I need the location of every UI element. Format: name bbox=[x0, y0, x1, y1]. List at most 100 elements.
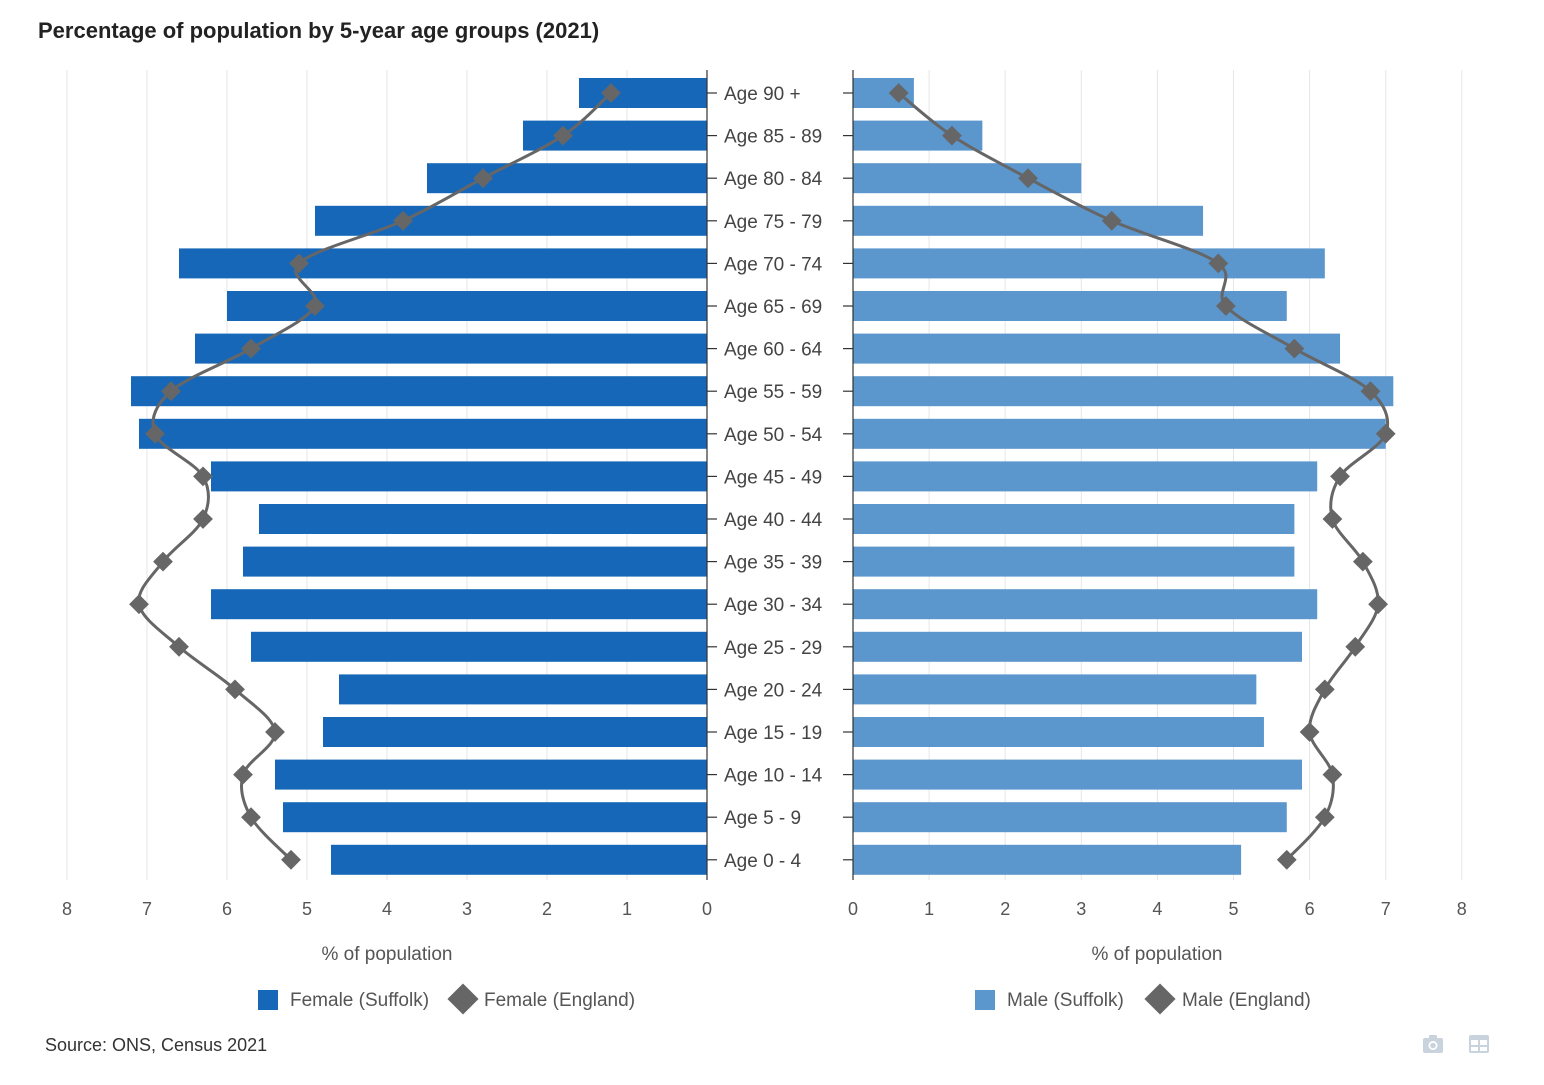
tick-label-left-3: 3 bbox=[462, 899, 472, 919]
tick-label-left-8: 8 bbox=[62, 899, 72, 919]
tick-label-left-5: 5 bbox=[302, 899, 312, 919]
female-england-marker bbox=[193, 509, 213, 529]
tick-label-right-0: 0 bbox=[848, 899, 858, 919]
female-england-marker bbox=[393, 210, 413, 231]
female-england-marker bbox=[193, 466, 213, 487]
male-england-marker bbox=[1284, 338, 1305, 359]
tick-label-right-2: 2 bbox=[1000, 899, 1010, 919]
category-label: Age 40 - 44 bbox=[724, 510, 823, 531]
bar-female-suffolk bbox=[179, 248, 707, 279]
category-label: Age 65 - 69 bbox=[724, 297, 822, 318]
male-england-line bbox=[888, 83, 1396, 870]
bar-male-suffolk bbox=[853, 589, 1318, 620]
bar-female-suffolk bbox=[339, 674, 707, 705]
bar-female-suffolk bbox=[227, 291, 707, 321]
category-label: Age 55 - 59 bbox=[724, 382, 822, 403]
tick-label-left-2: 2 bbox=[542, 899, 552, 919]
bar-male-suffolk bbox=[853, 418, 1386, 449]
legend-label-female-england: Female (England) bbox=[484, 990, 635, 1011]
category-label: Age 85 - 89 bbox=[724, 127, 822, 148]
legend-right: Male (Suffolk) Male (England) bbox=[975, 983, 1311, 1015]
female-england-marker bbox=[233, 764, 253, 785]
legend-label-female-suffolk: Female (Suffolk) bbox=[290, 990, 429, 1011]
male-england-marker bbox=[1276, 849, 1297, 870]
bar-male-suffolk bbox=[853, 248, 1325, 279]
category-labels: Age 90 + Age 85 - 89 Age 80 - 84 Age 75 - 7… bbox=[724, 84, 823, 872]
female-england-marker bbox=[241, 807, 261, 828]
female-england-marker bbox=[289, 253, 309, 274]
female-england-marker bbox=[305, 296, 325, 316]
tick-label-right-8: 8 bbox=[1457, 899, 1467, 919]
legend-item-male-england[interactable]: Male (England) bbox=[1144, 983, 1311, 1015]
category-label: Age 30 - 34 bbox=[724, 595, 823, 616]
tick-labels: 0 0 1 1 2 2 3 3 4 4 5 5 6 6 7 7 8 8 bbox=[62, 899, 1467, 919]
bar-male-suffolk bbox=[853, 844, 1242, 875]
female-england-marker bbox=[129, 594, 149, 615]
legend-item-female-suffolk[interactable]: Female (Suffolk) bbox=[258, 990, 429, 1011]
bar-female-suffolk bbox=[251, 631, 707, 662]
category-label: Age 10 - 14 bbox=[724, 766, 823, 787]
bar-male-suffolk bbox=[853, 802, 1287, 833]
legend-left: Female (Suffolk) Female (England) bbox=[258, 983, 635, 1015]
tick-label-left-6: 6 bbox=[222, 899, 232, 919]
female-england-marker bbox=[145, 423, 165, 444]
male-england-marker bbox=[1368, 594, 1388, 615]
bar-male-suffolk bbox=[853, 717, 1264, 747]
tick-label-right-1: 1 bbox=[924, 899, 934, 919]
bar-female-suffolk bbox=[139, 418, 707, 449]
bar-female-suffolk bbox=[323, 717, 707, 747]
table-icon[interactable] bbox=[1467, 1032, 1491, 1056]
right-axis-title: % of population bbox=[1092, 944, 1223, 965]
camera-icon[interactable] bbox=[1421, 1032, 1445, 1056]
tick-label-left-0: 0 bbox=[702, 899, 712, 919]
tick-label-right-7: 7 bbox=[1381, 899, 1391, 919]
bar-male-suffolk bbox=[853, 759, 1302, 790]
bar-male-suffolk bbox=[853, 120, 983, 151]
female-england-marker bbox=[241, 338, 261, 359]
male-england-marker bbox=[1352, 551, 1373, 572]
tick-label-left-7: 7 bbox=[142, 899, 152, 919]
bar-female-suffolk bbox=[523, 120, 707, 151]
bar-female-suffolk bbox=[331, 844, 707, 875]
male-england-marker bbox=[1314, 679, 1335, 700]
category-label: Age 5 - 9 bbox=[724, 808, 801, 829]
bar-male-suffolk bbox=[853, 546, 1295, 577]
tick-label-right-4: 4 bbox=[1152, 899, 1162, 919]
category-label: Age 80 - 84 bbox=[724, 169, 823, 190]
male-england-marker bbox=[1322, 764, 1343, 785]
bar-female-suffolk bbox=[195, 333, 707, 364]
category-label: Age 35 - 39 bbox=[724, 553, 822, 574]
legend-item-male-suffolk[interactable]: Male (Suffolk) bbox=[975, 990, 1124, 1011]
male-england-marker bbox=[1101, 210, 1122, 231]
tick-label-right-6: 6 bbox=[1305, 899, 1315, 919]
male-england-marker bbox=[1215, 296, 1236, 316]
category-label: Age 70 - 74 bbox=[724, 254, 823, 275]
tick-label-right-3: 3 bbox=[1076, 899, 1086, 919]
bar-female-suffolk bbox=[211, 461, 707, 492]
male-suffolk-bars bbox=[853, 78, 1394, 875]
axes bbox=[706, 70, 854, 880]
category-label: Age 20 - 24 bbox=[724, 680, 823, 701]
bar-male-suffolk bbox=[853, 163, 1082, 194]
male-england-marker bbox=[1345, 636, 1366, 657]
male-england-marker bbox=[1360, 381, 1381, 402]
category-label: Age 45 - 49 bbox=[724, 467, 822, 488]
bar-female-suffolk bbox=[131, 376, 707, 407]
female-england-marker bbox=[161, 381, 181, 402]
tick-label-right-5: 5 bbox=[1228, 899, 1238, 919]
male-england-marker bbox=[1322, 509, 1343, 529]
category-label: Age 0 - 4 bbox=[724, 851, 802, 872]
bar-male-suffolk bbox=[853, 504, 1295, 534]
legend-marker-male-england bbox=[1144, 983, 1176, 1015]
bar-female-suffolk bbox=[259, 504, 707, 534]
bar-female-suffolk bbox=[427, 163, 707, 194]
bar-female-suffolk bbox=[243, 546, 707, 577]
category-label: Age 25 - 29 bbox=[724, 638, 822, 659]
bar-male-suffolk bbox=[853, 674, 1257, 705]
legend-label-male-england: Male (England) bbox=[1182, 990, 1311, 1011]
tick-label-left-1: 1 bbox=[622, 899, 632, 919]
female-england-marker bbox=[265, 722, 285, 742]
female-england-marker bbox=[473, 168, 493, 189]
female-england-marker bbox=[281, 849, 301, 870]
legend-item-female-england[interactable]: Female (England) bbox=[447, 983, 635, 1015]
